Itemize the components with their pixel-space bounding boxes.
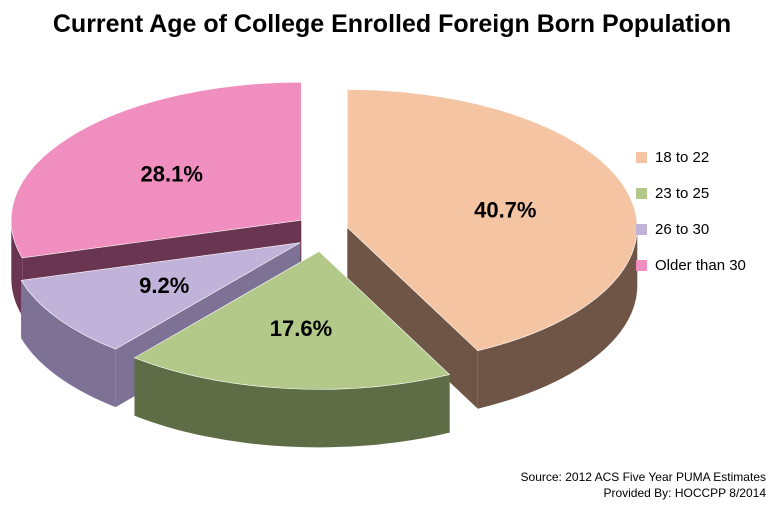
legend-swatch-older-than-30 — [636, 259, 647, 271]
legend-item-older-than-30: Older than 30 — [636, 256, 746, 274]
pie-edge-18-to-22 — [347, 227, 478, 409]
data-label-23-to-25: 17.6% — [270, 316, 332, 341]
data-label-older-than-30: 28.1% — [141, 162, 203, 187]
legend-item-26-to-30: 26 to 30 — [636, 220, 746, 238]
source-note: Source: 2012 ACS Five Year PUMA Estimate… — [521, 469, 766, 501]
provided-by-line: Provided By: HOCCPP 8/2014 — [603, 486, 766, 500]
legend-label-18-to-22: 18 to 22 — [655, 148, 710, 166]
legend-swatch-18-to-22 — [636, 151, 647, 163]
pie-side-older-than-30 — [11, 220, 23, 316]
pie-slice-23-to-25 — [133, 251, 451, 390]
legend-item-18-to-22: 18 to 22 — [636, 148, 746, 166]
chart-title: Current Age of College Enrolled Foreign … — [52, 10, 732, 38]
legend-label-older-than-30: Older than 30 — [655, 256, 746, 274]
pie-slice-18-to-22 — [347, 89, 638, 352]
legend: 18 to 22 23 to 25 26 to 30 Older than 30 — [636, 148, 746, 292]
pie-slice-older-than-30 — [10, 81, 302, 259]
legend-item-23-to-25: 23 to 25 — [636, 184, 746, 202]
legend-swatch-26-to-30 — [636, 223, 647, 235]
legend-label-26-to-30: 26 to 30 — [655, 220, 710, 238]
data-label-26-to-30: 9.2% — [139, 273, 189, 298]
pie-side-18-to-22 — [477, 227, 638, 409]
legend-label-23-to-25: 23 to 25 — [655, 184, 710, 202]
data-label-18-to-22: 40.7% — [474, 198, 536, 223]
pie-slice-26-to-30 — [20, 242, 301, 350]
source-line: Source: 2012 ACS Five Year PUMA Estimate… — [520, 470, 766, 484]
legend-swatch-23-to-25 — [636, 187, 647, 199]
